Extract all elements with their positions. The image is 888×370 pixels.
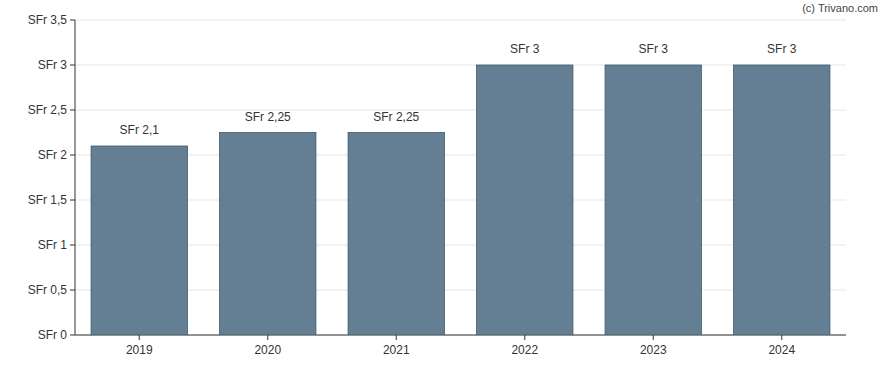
data-labels: SFr 2,1 SFr 2,25 SFr 2,25 SFr 3 SFr 3 SFr 3 xyxy=(120,42,797,137)
y-axis-line xyxy=(75,20,76,335)
x-tick-label: 2022 xyxy=(511,343,538,357)
y-tick-label: SFr 3 xyxy=(38,58,68,72)
chart-container: SFr 0 SFr 0,5 SFr 1 SFr 1,5 SFr 2 SFr 2,5 SFr … xyxy=(0,0,888,370)
y-tick xyxy=(70,110,75,111)
bar xyxy=(348,133,444,336)
x-tick-label: 2024 xyxy=(768,343,795,357)
chart-svg: SFr 0 SFr 0,5 SFr 1 SFr 1,5 SFr 2 SFr 2,5 SFr … xyxy=(0,0,888,370)
x-tick-label: 2019 xyxy=(126,343,153,357)
x-tick-label: 2020 xyxy=(254,343,281,357)
data-label: SFr 3 xyxy=(510,42,540,56)
y-tick-label: SFr 2 xyxy=(38,148,68,162)
bar xyxy=(220,133,316,336)
bar xyxy=(91,146,187,335)
bar xyxy=(477,65,573,335)
grid-line xyxy=(75,245,846,246)
grid-line xyxy=(75,155,846,156)
data-label: SFr 2,25 xyxy=(373,110,419,124)
y-tick-label: SFr 0 xyxy=(38,328,68,342)
x-tick xyxy=(653,335,654,340)
y-tick xyxy=(70,290,75,291)
y-tick xyxy=(70,20,75,21)
grid-line xyxy=(75,110,846,111)
x-tick xyxy=(524,335,525,340)
x-tick xyxy=(267,335,268,340)
y-tick xyxy=(70,65,75,66)
bar xyxy=(605,65,701,335)
bars xyxy=(91,65,830,335)
grid xyxy=(75,20,846,335)
x-tick xyxy=(781,335,782,340)
y-tick xyxy=(70,155,75,156)
axes: SFr 0 SFr 0,5 SFr 1 SFr 1,5 SFr 2 SFr 2,5 SFr … xyxy=(28,13,846,357)
y-tick xyxy=(70,245,75,246)
data-label: SFr 3 xyxy=(767,42,797,56)
x-tick-label: 2023 xyxy=(640,343,667,357)
data-label: SFr 3 xyxy=(639,42,669,56)
y-tick xyxy=(70,335,75,336)
x-tick xyxy=(396,335,397,340)
y-tick xyxy=(70,200,75,201)
y-tick-label: SFr 3,5 xyxy=(28,13,68,27)
grid-line xyxy=(75,20,846,21)
x-axis-line xyxy=(75,335,846,336)
y-tick-label: SFr 2,5 xyxy=(28,103,68,117)
data-label: SFr 2,1 xyxy=(120,123,160,137)
y-tick-label: SFr 1,5 xyxy=(28,193,68,207)
grid-line xyxy=(75,65,846,66)
grid-line xyxy=(75,200,846,201)
grid-line xyxy=(75,290,846,291)
annotation: (c) Trivano.com xyxy=(802,2,878,14)
y-tick-label: SFr 1 xyxy=(38,238,68,252)
x-tick-label: 2021 xyxy=(383,343,410,357)
x-tick xyxy=(139,335,140,340)
grid-line xyxy=(75,335,846,336)
bar xyxy=(734,65,830,335)
data-label: SFr 2,25 xyxy=(245,110,291,124)
y-tick-label: SFr 0,5 xyxy=(28,283,68,297)
